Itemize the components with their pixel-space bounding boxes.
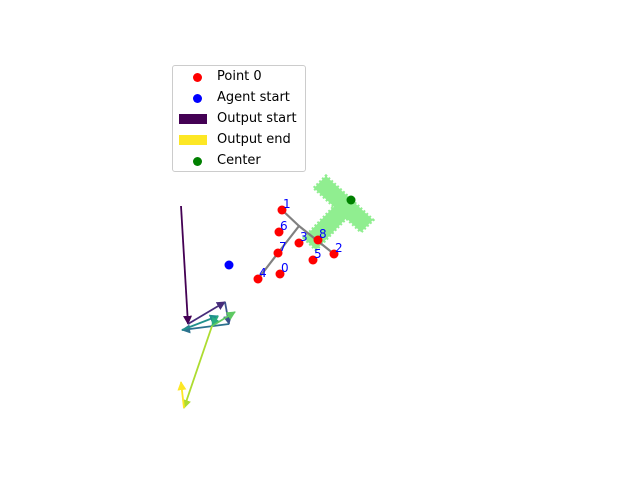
keypoint-label-3: 3 <box>300 230 308 244</box>
legend-item-center: Center <box>173 151 307 171</box>
legend-marker-center <box>193 157 202 166</box>
keypoint-7 <box>273 248 283 258</box>
legend-label: Output end <box>217 132 291 147</box>
legend-label: Output start <box>217 111 297 126</box>
keypoint-0 <box>275 269 285 279</box>
keypoint-label-1: 1 <box>283 197 291 211</box>
output-arrow-6 <box>211 311 236 327</box>
keypoint-label-2: 2 <box>335 241 343 255</box>
keypoint-label-5: 5 <box>314 247 322 261</box>
keypoint-label-4: 4 <box>259 266 267 280</box>
special-markers <box>224 195 356 270</box>
legend-item-point-0: Point 0 <box>173 67 307 87</box>
keypoint-8 <box>313 235 323 245</box>
keypoint-label-6: 6 <box>280 219 288 233</box>
output-arrows <box>177 205 236 409</box>
output-arrow-2 <box>223 301 232 325</box>
output-arrow-8 <box>177 381 187 409</box>
keypoint-6 <box>274 227 284 237</box>
skeleton-line-0 <box>256 208 301 281</box>
output-arrow-0 <box>180 205 193 325</box>
output-arrow-3 <box>181 323 230 334</box>
keypoint-2 <box>329 249 339 259</box>
keypoints <box>253 205 339 284</box>
legend-item-output-end: Output end <box>173 130 307 150</box>
legend-marker-point <box>193 73 202 82</box>
keypoint-3 <box>294 238 304 248</box>
output-arrow-7 <box>182 325 213 409</box>
legend-label: Center <box>217 153 261 168</box>
agent-start-point <box>224 260 234 270</box>
legend-marker-agent <box>193 94 202 103</box>
keypoint-label-8: 8 <box>319 227 327 241</box>
keypoint-labels: 0 1 2 3 4 5 6 7 8 <box>259 197 343 280</box>
legend-item-output-start: Output start <box>173 109 307 129</box>
keypoint-4 <box>253 274 263 284</box>
center-point <box>346 195 356 205</box>
legend-label: Agent start <box>217 90 290 105</box>
output-arrow-5 <box>211 315 221 327</box>
keypoint-label-7: 7 <box>279 240 287 254</box>
keypoint-5 <box>308 255 318 265</box>
legend-label: Point 0 <box>217 69 262 84</box>
legend-item-agent-start: Agent start <box>173 88 307 108</box>
legend-patch-output-start <box>179 114 207 124</box>
chart-legend: Point 0 Agent start Output start Output … <box>172 65 306 172</box>
keypoint-label-0: 0 <box>281 261 289 275</box>
keypoint-1 <box>277 205 287 215</box>
output-arrow-1 <box>187 301 226 325</box>
legend-patch-output-end <box>179 135 207 145</box>
